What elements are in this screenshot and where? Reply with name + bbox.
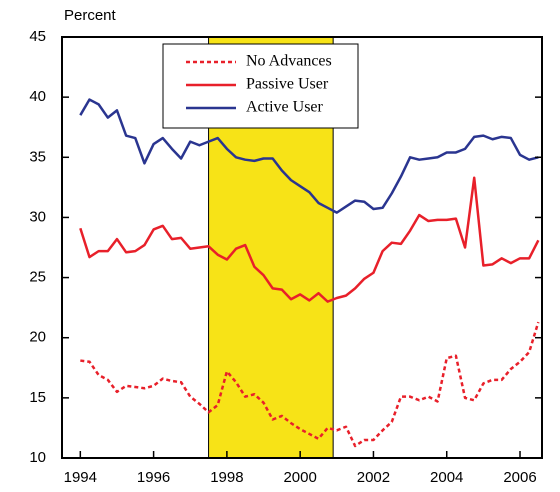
y-tick-label: 40	[29, 88, 46, 105]
legend: No Advances Passive User Active User	[162, 43, 359, 129]
x-tick-label: 1996	[137, 469, 170, 486]
y-tick-label: 20	[29, 329, 46, 346]
legend-label: No Advances	[246, 53, 332, 70]
y-axis-label: Percent	[64, 7, 117, 24]
y-tick-label: 30	[29, 208, 46, 225]
y-tick-label: 25	[29, 269, 46, 286]
x-tick-label: 2000	[283, 469, 316, 486]
x-tick-label: 2002	[357, 469, 390, 486]
series-line	[80, 321, 540, 448]
x-tick-label: 2006	[503, 469, 536, 486]
series-line	[79, 98, 539, 214]
x-tick-label: 1998	[210, 469, 243, 486]
y-tick-label: 15	[29, 389, 46, 406]
y-tick-label: 10	[29, 449, 46, 466]
legend-label: Active User	[246, 99, 324, 116]
x-tick-label: 2004	[430, 469, 463, 486]
x-tick-label: 1994	[64, 469, 97, 486]
legend-label: Passive User	[246, 76, 329, 93]
series-line	[79, 176, 540, 303]
y-tick-label: 45	[29, 28, 46, 45]
y-tick-label: 35	[29, 148, 46, 165]
plot-frame	[61, 36, 543, 459]
